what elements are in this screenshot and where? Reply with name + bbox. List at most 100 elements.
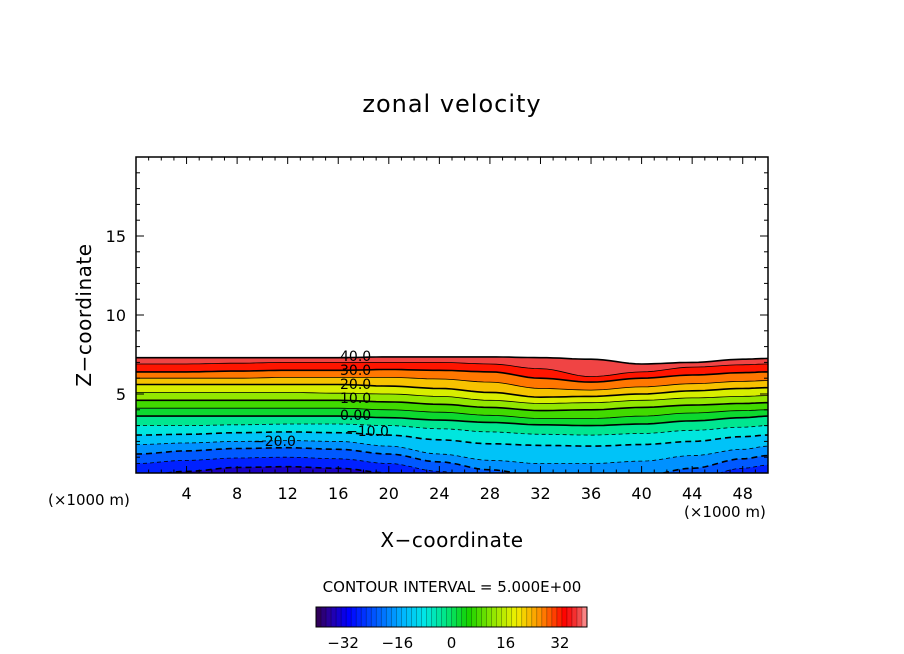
x-tick-label: 8 [232,484,242,503]
colorbar-cell [351,607,357,627]
colorbar-cell [516,607,523,627]
colorbar-cell [451,607,457,627]
y-tick-labels: 5 10 15 [106,227,126,404]
colorbar-cell [481,607,488,627]
contour-labels: 40.0 30.0 20.0 10.0 0.00 −10.0 −20.0 [253,349,389,450]
colorbar-cell [361,607,367,627]
colorbar-tick-label: 32 [550,634,569,652]
x-tick-label: 32 [530,484,550,503]
x-tick-label: 44 [682,484,702,503]
colorbar-cell [436,607,442,627]
colorbar-cell [366,607,372,627]
colorbar-cell [501,607,508,627]
colorbar-cell [331,607,337,627]
colorbar-cell [521,607,528,627]
colorbar-tick-label: −32 [327,634,359,652]
colorbar-cell [566,607,573,627]
contour-label-10: 10.0 [340,391,371,407]
colorbar-cell [371,607,377,627]
colorbar-cell [396,607,402,627]
x-tick-labels: 4 8 12 16 20 24 28 32 36 40 44 48 [181,484,752,503]
colorbar-tick-label: 0 [447,634,457,652]
colorbar-cell [571,607,578,627]
colorbar-tick-labels: −32 −16 0 16 32 [327,634,569,652]
contour-line [136,423,768,436]
x-tick-label: 48 [733,484,753,503]
colorbar-cell [536,607,543,627]
contour-line [136,446,768,473]
colorbar-cell [526,607,533,627]
colorbar-cell [356,607,362,627]
contour-line [136,383,768,399]
colorbar [315,607,588,627]
y-tick-label: 15 [106,227,126,246]
colorbar-cell [421,607,427,627]
contour-line [136,399,768,412]
x-unit-right: (×1000 m) [684,503,766,521]
y-tick-label: 10 [106,306,126,325]
colorbar-cell [326,607,332,627]
chart-title: zonal velocity [362,90,541,118]
contour-label-40: 40.0 [340,349,371,365]
colorbar-cell [476,607,483,627]
colorbar-cell [441,607,447,627]
colorbar-cell [551,607,558,627]
colorbar-cell [416,607,422,627]
contour-label-20: 20.0 [340,377,371,393]
contour-label-minus20: −20.0 [253,434,296,450]
contour-line [136,407,768,419]
colorbar-cell [386,607,392,627]
contour-label-0: 0.00 [340,408,371,424]
contour-line [136,392,768,404]
colorbar-cell [391,607,397,627]
x-tick-label: 40 [631,484,651,503]
colorbar-cell [546,607,553,627]
colorbar-cell [466,607,472,627]
colorbar-cell [461,607,467,627]
axis-ticks [135,156,769,474]
colorbar-cell [316,607,322,627]
colorbar-cell [321,607,327,627]
colorbar-cell [426,607,432,627]
x-tick-label: 20 [379,484,399,503]
x-tick-label: 24 [429,484,449,503]
colorbar-cell [511,607,518,627]
colorbar-cell [561,607,568,627]
colorbar-cell [471,607,477,627]
contour-band [166,466,389,473]
colorbar-frame [315,606,588,628]
colorbar-cell [556,607,563,627]
colorbar-tick-label: −16 [381,634,413,652]
colorbar-cell [336,607,342,627]
x-axis-label: X−coordinate [380,528,523,552]
contour-label-30: 30.0 [340,363,371,379]
colorbar-cell [496,607,503,627]
contour-line [136,415,768,427]
contour-line [136,377,768,391]
contour-line [136,368,768,383]
x-tick-label: 4 [181,484,191,503]
contour-line [136,356,768,365]
colorbar-cell [341,607,347,627]
contour-line [136,362,768,378]
colorbar-cell [376,607,382,627]
contour-label-minus10: −10.0 [346,424,389,440]
colorbar-cell [456,607,462,627]
colorbar-cell [541,607,548,627]
contour-field [136,356,768,473]
x-tick-label: 28 [480,484,500,503]
colorbar-cell [446,607,452,627]
colorbar-cell [531,607,538,627]
x-unit-left: (×1000 m) [48,491,130,509]
contour-interval-text: CONTOUR INTERVAL = 5.000E+00 [323,578,582,596]
colorbar-cell [491,607,498,627]
colorbar-cell [506,607,513,627]
colorbar-cell [401,607,407,627]
colorbar-tick-label: 16 [496,634,515,652]
colorbar-cell [486,607,493,627]
colorbar-cell [406,607,412,627]
y-axis-label: Z−coordinate [72,243,96,386]
colorbar-cell [381,607,387,627]
colorbar-cell [576,607,583,627]
colorbar-cell [581,607,588,627]
